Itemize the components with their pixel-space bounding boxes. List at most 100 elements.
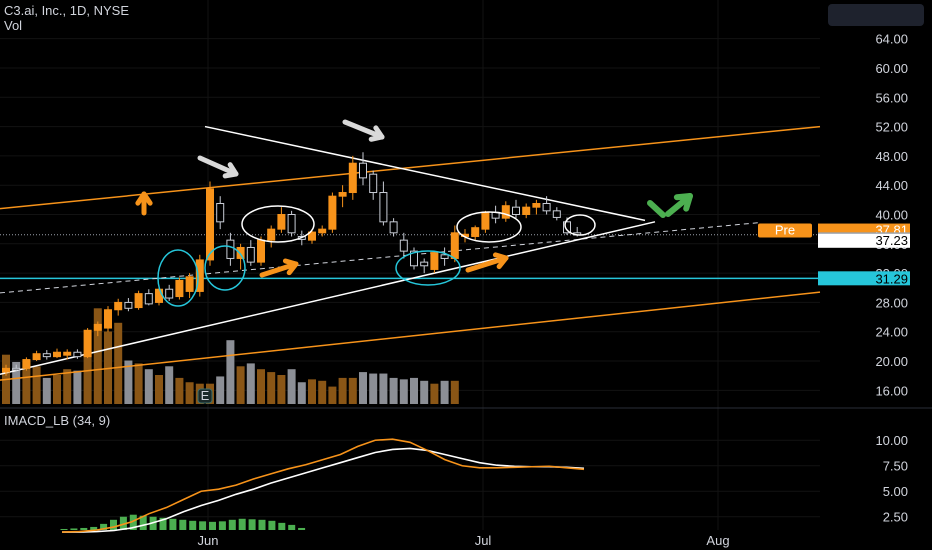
level-price-tag: [818, 271, 910, 286]
candle-body: [53, 351, 61, 358]
candle-body: [165, 288, 174, 299]
volume-bar: [93, 308, 102, 404]
volume-bar: [226, 340, 235, 404]
y-axis-tick-label: 40.00: [875, 208, 908, 223]
y-axis-tick-label: 16.00: [875, 383, 908, 398]
macd-histogram-bar: [258, 519, 266, 530]
volume-bar: [73, 370, 82, 404]
macd-histogram-bar: [159, 517, 167, 530]
candle-body: [369, 173, 378, 194]
channel-lower-line: [0, 291, 821, 381]
highlight-circle: [204, 245, 246, 291]
candle-body: [114, 301, 123, 311]
chart-header: C3.ai, Inc., 1D, NYSE Vol: [4, 3, 129, 33]
volume-bar: [379, 373, 388, 404]
macd-histogram-bar: [268, 520, 276, 530]
candle-body: [124, 301, 133, 309]
candle-body: [532, 203, 541, 208]
candle-body: [389, 221, 398, 234]
y-axis-tick-label: 28.00: [875, 295, 908, 310]
macd-line: [61, 438, 585, 533]
candle-body: [308, 231, 316, 241]
triangle-lower-line: [0, 221, 656, 375]
volume-bar: [420, 380, 429, 404]
volume-bar: [430, 383, 439, 404]
highlight-circle: [241, 205, 315, 243]
up-arrow-orange-head: [135, 191, 153, 206]
candle-body: [83, 329, 92, 358]
volume-bar: [63, 369, 72, 404]
x-axis-tick-label: Jul: [475, 533, 492, 548]
macd-histogram-bar: [119, 516, 127, 530]
candle-body: [32, 353, 41, 361]
candle-body: [12, 367, 21, 371]
candle-body: [267, 228, 276, 241]
down-arrow-white-shaft: [197, 155, 239, 177]
candle-body: [104, 309, 112, 329]
candle-body: [216, 203, 225, 223]
candle-body: [246, 246, 255, 263]
volume-bar: [318, 380, 327, 404]
up-arrow-orange-shaft: [465, 255, 509, 273]
volume-bar: [308, 379, 316, 404]
y-axis-tick-label: 44.00: [875, 178, 908, 193]
volume-bar: [246, 363, 255, 404]
down-arrow-white-shaft: [342, 119, 385, 140]
up-arrow-green: [665, 193, 693, 217]
candle-body: [93, 323, 102, 331]
volume-bar: [338, 377, 347, 404]
toolbar-button[interactable]: [828, 4, 924, 26]
candle-body: [328, 195, 337, 230]
macd-histogram-bar: [100, 523, 108, 530]
y-axis-tick-label: 64.00: [875, 32, 908, 47]
up-arrow-orange: [259, 258, 299, 278]
candle-body: [359, 162, 367, 179]
macd-histogram-bar: [278, 522, 286, 530]
indicator-y-tick-label: 7.50: [883, 459, 908, 474]
volume-bar: [410, 377, 418, 404]
volume-bar: [369, 373, 378, 404]
candle-body: [226, 239, 235, 259]
volume-bar: [328, 386, 337, 404]
macd-histogram-bar: [209, 521, 216, 530]
candle-body: [450, 232, 459, 259]
volume-bar: [12, 361, 21, 404]
volume-bar: [287, 369, 296, 404]
macd-histogram-bar: [238, 518, 246, 530]
volume-bar: [175, 377, 184, 404]
last-price-value: 37.23: [875, 233, 908, 248]
x-axis-tick-label: Jun: [198, 533, 219, 548]
volume-bar: [257, 369, 265, 404]
volume-bar: [399, 379, 408, 404]
volume-bar: [104, 331, 112, 404]
up-arrow-orange-head: [492, 252, 509, 270]
volume-bar: [297, 382, 306, 404]
up-arrow-orange-head: [282, 258, 299, 276]
candle-body: [144, 293, 153, 305]
signal-line: [62, 447, 585, 533]
macd-histogram-bar: [298, 527, 306, 530]
candle-body: [2, 367, 10, 373]
candle-body: [73, 351, 82, 358]
down-arrow-white-head: [222, 162, 239, 179]
candle-body: [257, 239, 265, 263]
candle-body: [501, 205, 510, 219]
highlight-circle: [157, 249, 199, 307]
down-arrow-white-head: [368, 125, 385, 142]
volume-bar: [267, 372, 276, 404]
candle-body: [175, 279, 184, 298]
candle-body: [512, 206, 520, 216]
up-arrow-green-left: [647, 200, 666, 218]
earnings-icon-label: E: [201, 388, 210, 403]
volume-bar: [277, 375, 286, 404]
candle-body: [471, 227, 480, 237]
volume-bar: [440, 380, 449, 404]
macd-histogram-bar: [189, 520, 197, 530]
candle-body: [399, 239, 408, 252]
y-axis-tick-label: 24.00: [875, 325, 908, 340]
channel-upper-line: [0, 125, 821, 210]
dashed-trend-line: [0, 222, 761, 294]
indicator-y-tick-label: 5.00: [883, 484, 908, 499]
macd-histogram-bar: [288, 524, 296, 530]
